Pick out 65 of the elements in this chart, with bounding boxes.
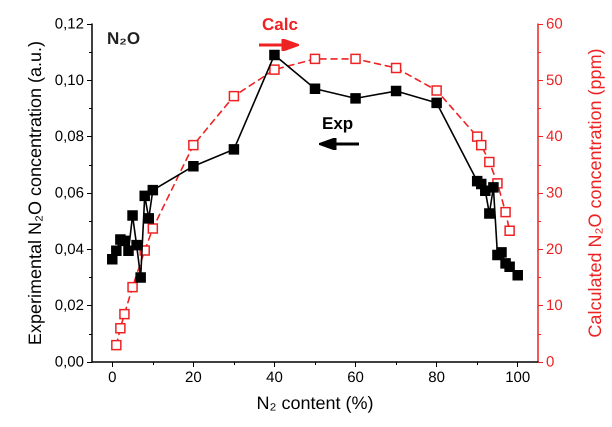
point xyxy=(188,160,199,172)
y2-tick-label: 10 xyxy=(546,297,563,314)
point xyxy=(111,340,122,350)
x-tick-label: 80 xyxy=(428,369,445,386)
point xyxy=(310,54,320,64)
point xyxy=(269,64,280,75)
point xyxy=(500,206,511,218)
point xyxy=(123,245,134,256)
annotation: N₂O xyxy=(107,29,140,48)
x-tick-label: 100 xyxy=(505,369,530,386)
y-tick-label: 0,06 xyxy=(54,184,84,202)
point xyxy=(350,54,361,64)
point xyxy=(484,208,495,219)
point xyxy=(228,90,240,102)
y2-tick-label: 60 xyxy=(546,16,563,32)
y-tick-label: 0,02 xyxy=(54,297,84,314)
point xyxy=(131,240,142,250)
point xyxy=(127,282,138,292)
point xyxy=(269,50,280,60)
y-tick-label: 0,12 xyxy=(54,16,84,32)
y-axis-title: Experimental N₂O concentration (a.u.) xyxy=(24,40,45,346)
point xyxy=(115,322,126,334)
point xyxy=(390,62,402,74)
annotation: Calc xyxy=(262,15,298,34)
point xyxy=(431,98,442,108)
x-tick-label: 40 xyxy=(266,369,283,386)
point xyxy=(310,84,320,94)
x-tick-label: 0 xyxy=(108,369,116,386)
x-tick-label: 20 xyxy=(185,369,202,386)
point xyxy=(476,140,486,150)
point xyxy=(496,247,507,258)
point xyxy=(107,254,118,264)
point xyxy=(119,308,130,320)
point xyxy=(135,272,146,283)
annotation: Exp xyxy=(322,114,354,133)
point xyxy=(484,156,495,168)
y2-tick-label: 0 xyxy=(546,354,554,370)
y2-tick-label: 20 xyxy=(546,240,563,258)
point xyxy=(139,190,150,202)
point xyxy=(488,182,499,193)
point xyxy=(148,184,158,196)
y2-axis-title: Calculated N₂O concentration (ppm) xyxy=(585,48,605,338)
y-tick-label: 0,00 xyxy=(54,354,84,370)
point xyxy=(504,262,515,272)
point xyxy=(188,140,199,150)
point xyxy=(350,93,361,104)
y-tick-label: 0,04 xyxy=(54,240,84,258)
y-tick-label: 0,10 xyxy=(54,72,84,89)
x-axis-title: N₂ content (%) xyxy=(256,393,374,413)
y2-tick-label: 50 xyxy=(546,72,563,89)
y2-tick-label: 30 xyxy=(546,184,563,202)
point xyxy=(119,236,130,246)
point xyxy=(144,213,154,224)
point xyxy=(111,245,122,256)
y-tick-label: 0,08 xyxy=(54,128,84,146)
x-tick-label: 60 xyxy=(347,369,364,386)
point xyxy=(390,86,402,96)
point xyxy=(127,210,138,221)
point xyxy=(148,223,158,234)
point xyxy=(512,270,523,280)
point xyxy=(228,144,240,155)
point xyxy=(431,85,442,96)
y2-tick-label: 40 xyxy=(546,128,563,146)
point xyxy=(504,225,515,236)
point xyxy=(472,131,482,142)
